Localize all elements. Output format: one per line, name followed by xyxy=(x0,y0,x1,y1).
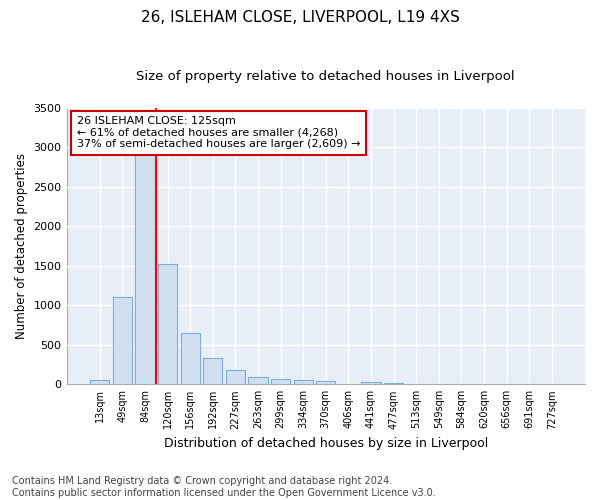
X-axis label: Distribution of detached houses by size in Liverpool: Distribution of detached houses by size … xyxy=(164,437,488,450)
Text: 26 ISLEHAM CLOSE: 125sqm
← 61% of detached houses are smaller (4,268)
37% of sem: 26 ISLEHAM CLOSE: 125sqm ← 61% of detach… xyxy=(77,116,361,150)
Title: Size of property relative to detached houses in Liverpool: Size of property relative to detached ho… xyxy=(136,70,515,83)
Bar xyxy=(361,382,380,384)
Y-axis label: Number of detached properties: Number of detached properties xyxy=(15,153,28,339)
Text: Contains HM Land Registry data © Crown copyright and database right 2024.
Contai: Contains HM Land Registry data © Crown c… xyxy=(12,476,436,498)
Bar xyxy=(158,264,177,384)
Bar xyxy=(90,380,109,384)
Bar xyxy=(226,370,245,384)
Bar xyxy=(181,333,200,384)
Bar xyxy=(203,358,223,384)
Bar xyxy=(271,379,290,384)
Bar xyxy=(316,381,335,384)
Bar xyxy=(384,382,403,384)
Bar xyxy=(136,154,155,384)
Bar xyxy=(113,298,132,384)
Text: 26, ISLEHAM CLOSE, LIVERPOOL, L19 4XS: 26, ISLEHAM CLOSE, LIVERPOOL, L19 4XS xyxy=(140,10,460,25)
Bar xyxy=(248,377,268,384)
Bar xyxy=(293,380,313,384)
